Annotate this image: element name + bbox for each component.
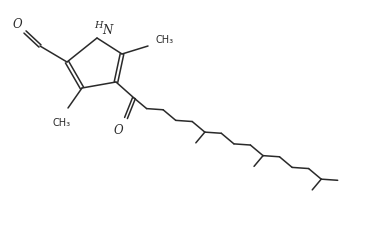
Text: O: O [12, 18, 22, 32]
Text: H: H [94, 21, 102, 31]
Text: N: N [102, 24, 112, 36]
Text: CH₃: CH₃ [155, 35, 173, 45]
Text: O: O [113, 123, 123, 137]
Text: CH₃: CH₃ [53, 118, 71, 128]
